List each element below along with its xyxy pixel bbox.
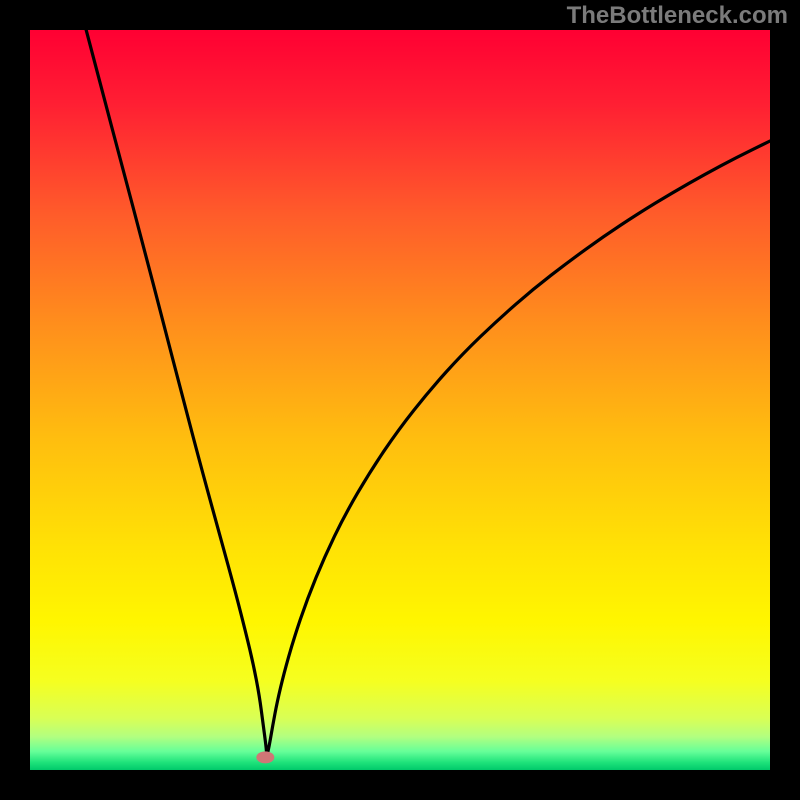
minimum-marker bbox=[256, 751, 274, 763]
bottleneck-curve bbox=[30, 30, 770, 770]
watermark-text: TheBottleneck.com bbox=[567, 2, 788, 30]
plot-area bbox=[30, 30, 770, 770]
